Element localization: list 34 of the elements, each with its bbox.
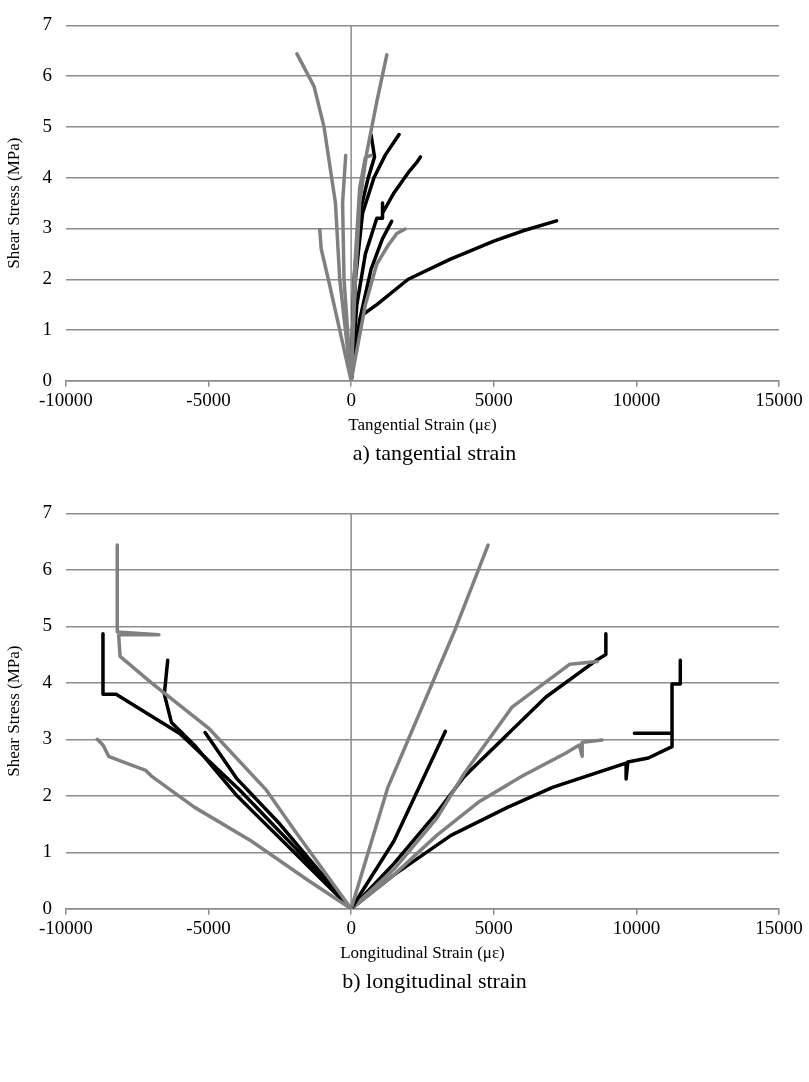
y-tick-label: 0	[42, 896, 52, 918]
y-tick-label: 2	[42, 267, 52, 289]
y-tick-label: 3	[42, 727, 52, 749]
x-tick-label: 15000	[755, 917, 803, 939]
x-tick-label: 5000	[474, 917, 513, 939]
y-axis-title: Shear Stress (MPa)	[3, 137, 23, 269]
x-tick-label: -10000	[38, 389, 93, 411]
x-axis-title: Tangential Strain (με)	[348, 415, 497, 435]
y-tick-label: 7	[42, 13, 52, 35]
y-tick-label: 3	[42, 216, 52, 238]
y-tick-label: 5	[42, 614, 52, 636]
y-tick-label: 6	[42, 557, 52, 579]
y-tick-label: 5	[42, 114, 52, 136]
x-tick-label: 10000	[612, 389, 661, 411]
x-tick-label: 5000	[474, 389, 513, 411]
y-tick-label: 0	[42, 368, 52, 390]
y-tick-label: 4	[42, 670, 53, 692]
x-tick-label: 10000	[612, 917, 661, 939]
x-tick-label: -5000	[186, 917, 231, 939]
text: b) longitudinal strain	[341, 968, 528, 994]
y-axis-title: Shear Stress (MPa)	[3, 645, 23, 777]
x-tick-label: 15000	[755, 389, 803, 411]
x-tick-label: 0	[346, 917, 356, 939]
y-tick-label: 1	[42, 318, 52, 340]
x-tick-label: -10000	[38, 917, 93, 939]
x-tick-label: 0	[346, 389, 356, 411]
x-tick-label: -5000	[186, 389, 231, 411]
y-tick-label: 7	[42, 501, 52, 523]
x-axis-title: Longitudinal Strain (με)	[340, 943, 505, 963]
text: a) tangential strain	[351, 440, 518, 466]
y-tick-label: 2	[42, 783, 52, 805]
y-tick-label: 4	[42, 165, 53, 187]
y-tick-label: 1	[42, 840, 52, 862]
y-tick-label: 6	[42, 64, 52, 86]
